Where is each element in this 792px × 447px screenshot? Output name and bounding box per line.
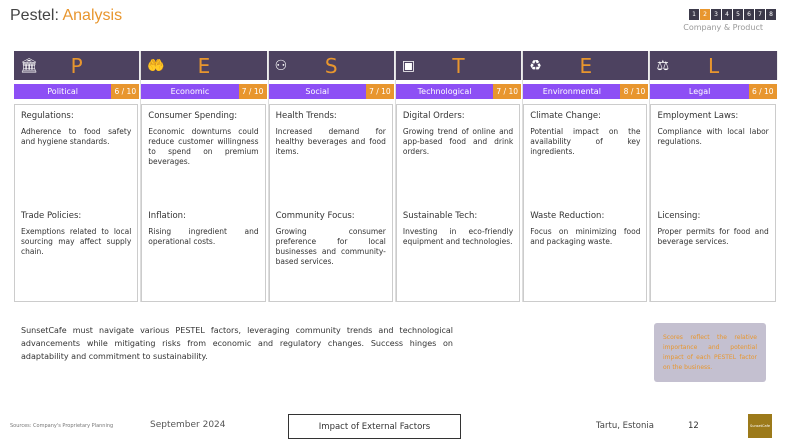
factor-body: Consumer Spending: Economic downturns cou… bbox=[141, 104, 266, 302]
factor-name: Economic bbox=[141, 84, 239, 99]
pestel-column: 🤲 E Economic 7 / 10 Consumer Spending: Econ… bbox=[141, 51, 269, 302]
factor-text: Economic downturns could reduce customer… bbox=[148, 127, 259, 166]
factor-heading: Inflation: bbox=[148, 211, 186, 221]
score-badge: 8 / 10 bbox=[620, 84, 649, 99]
page-button[interactable]: 2 bbox=[700, 9, 710, 20]
page-button[interactable]: 3 bbox=[711, 9, 721, 20]
page-button[interactable]: 1 bbox=[689, 9, 699, 20]
factor-label: Environmental 8 / 10 bbox=[523, 84, 650, 99]
factor-heading: Consumer Spending: bbox=[148, 111, 238, 121]
factor-text: Rising ingredient and operational costs. bbox=[148, 227, 259, 246]
pestel-column: 🏛 P Political 6 / 10 Regulations: Adherence… bbox=[14, 51, 142, 302]
sources: Sources: Company's Proprietary Planning bbox=[10, 423, 114, 429]
score-badge: 7 / 10 bbox=[365, 84, 394, 99]
factor-heading: Licensing: bbox=[657, 211, 701, 221]
factor-name: Technological bbox=[395, 84, 494, 99]
page-button[interactable]: 6 bbox=[744, 9, 754, 20]
page-button[interactable]: 5 bbox=[733, 9, 743, 20]
factor-heading: Digital Orders: bbox=[402, 111, 465, 121]
column-header: ⚖ L bbox=[650, 51, 778, 80]
factor-letter: S bbox=[324, 53, 338, 78]
factor-text: Growing trend of online and app-based fo… bbox=[402, 127, 514, 156]
page-button[interactable]: 8 bbox=[766, 9, 776, 20]
company-logo: SunsetCafe bbox=[748, 414, 772, 438]
factor-heading: Health Trends: bbox=[275, 111, 337, 121]
factor-name: Legal bbox=[650, 84, 749, 99]
hand-holding-coin-icon: 🤲 bbox=[147, 57, 165, 74]
factor-label: Technological 7 / 10 bbox=[395, 84, 523, 99]
column-header: 🏛 P bbox=[14, 51, 141, 80]
factor-letter: E bbox=[197, 53, 211, 78]
people-network-icon: ⚇ bbox=[274, 57, 288, 74]
date: September 2024 bbox=[150, 420, 226, 430]
factor-label: Economic 7 / 10 bbox=[141, 84, 268, 99]
factor-heading: Waste Reduction: bbox=[530, 211, 605, 221]
pestel-column: ▣ T Technological 7 / 10 Digital Orders: Gr… bbox=[395, 51, 524, 302]
factor-heading: Employment Laws: bbox=[657, 111, 739, 121]
pestel-grid: 🏛 P Political 6 / 10 Regulations: Adherence… bbox=[14, 51, 778, 302]
factor-text: Investing in eco-friendly equipment and … bbox=[402, 227, 514, 246]
factor-label: Legal 6 / 10 bbox=[650, 84, 778, 99]
factor-text: Focus on minimizing food and packaging w… bbox=[530, 227, 641, 246]
factor-letter: L bbox=[708, 53, 720, 78]
column-header: ♻ E bbox=[523, 51, 650, 80]
summary-text: SunsetCafe must navigate various PESTEL … bbox=[21, 326, 453, 361]
column-header: 🤲 E bbox=[141, 51, 268, 80]
column-header: ⚇ S bbox=[268, 51, 395, 80]
factor-text: Increased demand for healthy beverages a… bbox=[275, 127, 386, 156]
location: Tartu, Estonia bbox=[596, 421, 654, 431]
score-badge: 7 / 10 bbox=[493, 84, 522, 99]
pestel-column: ♻ E Environmental 8 / 10 Climate Change: Po… bbox=[523, 51, 651, 302]
factor-text: Growing consumer preference for local bu… bbox=[275, 227, 386, 266]
page-button[interactable]: 4 bbox=[722, 9, 732, 20]
score-badge: 7 / 10 bbox=[238, 84, 267, 99]
factor-heading: Community Focus: bbox=[275, 211, 355, 221]
factor-name: Political bbox=[14, 84, 112, 99]
factor-name: Environmental bbox=[523, 84, 621, 99]
factor-text: Exemptions related to local sourcing may… bbox=[21, 227, 132, 256]
page-number: 12 bbox=[688, 421, 699, 431]
factor-label: Political 6 / 10 bbox=[14, 84, 141, 99]
factor-text: Adherence to food safety and hygiene sta… bbox=[21, 127, 132, 146]
factor-body: Employment Laws: Compliance with local la… bbox=[650, 104, 776, 302]
factor-body: Health Trends: Increased demand for healt… bbox=[268, 104, 393, 302]
factor-heading: Climate Change: bbox=[530, 111, 602, 121]
factor-text: Potential impact on the availability of … bbox=[530, 127, 641, 156]
pestel-column: ⚖ L Legal 6 / 10 Employment Laws: Complianc… bbox=[650, 51, 778, 302]
page-title: Pestel: Analysis bbox=[10, 7, 123, 24]
factor-letter: E bbox=[579, 53, 593, 78]
score-note: Scores reflect the relative importance a… bbox=[654, 323, 766, 382]
factor-heading: Sustainable Tech: bbox=[402, 211, 478, 221]
factor-text: Proper permits for food and beverage ser… bbox=[657, 227, 769, 246]
building-columns-icon: 🏛 bbox=[20, 57, 38, 74]
score-badge: 6 / 10 bbox=[748, 84, 777, 99]
page-button[interactable]: 7 bbox=[755, 9, 765, 20]
factor-name: Social bbox=[268, 84, 366, 99]
section-label: Company & Product bbox=[683, 23, 763, 32]
column-header: ▣ T bbox=[395, 51, 523, 80]
microchip-icon: ▣ bbox=[401, 57, 416, 74]
factor-letter: P bbox=[70, 53, 83, 78]
factor-label: Social 7 / 10 bbox=[268, 84, 395, 99]
factor-letter: T bbox=[452, 53, 465, 78]
topic-box: Impact of External Factors bbox=[288, 414, 461, 439]
score-badge: 6 / 10 bbox=[111, 84, 140, 99]
factor-body: Regulations: Adherence to food safety and… bbox=[14, 104, 139, 302]
factor-body: Digital Orders: Growing trend of online a… bbox=[395, 104, 521, 302]
factor-heading: Regulations: bbox=[21, 111, 74, 121]
factor-body: Climate Change: Potential impact on the a… bbox=[523, 104, 648, 302]
gavel-icon: ⚖ bbox=[656, 57, 670, 74]
pestel-column: ⚇ S Social 7 / 10 Health Trends: Increased … bbox=[268, 51, 396, 302]
factor-heading: Trade Policies: bbox=[21, 211, 82, 221]
factor-text: Compliance with local labor regulations. bbox=[657, 127, 769, 146]
recycle-leaf-icon: ♻ bbox=[529, 57, 542, 74]
